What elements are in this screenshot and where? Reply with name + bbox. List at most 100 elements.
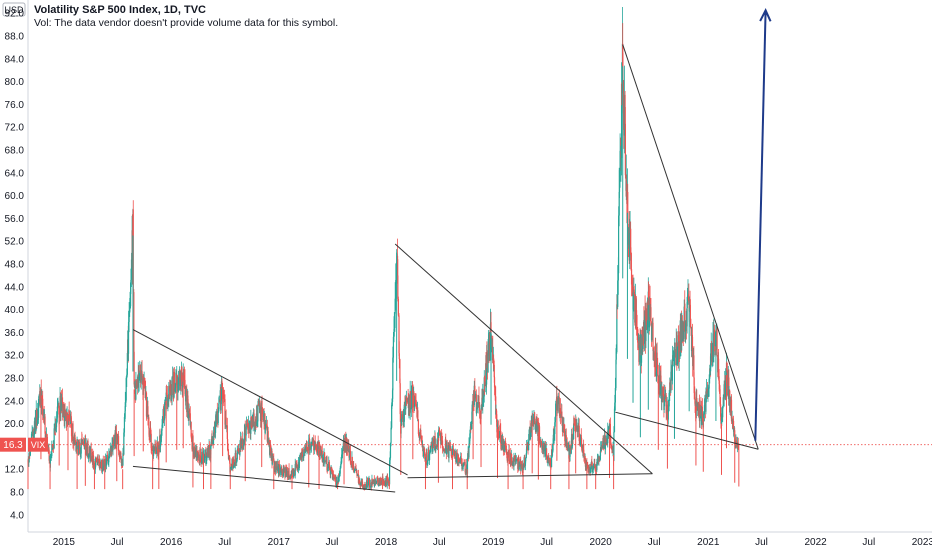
candle-body (219, 390, 222, 411)
candle-body (47, 447, 49, 451)
chart-title: Volatility S&P 500 Index, 1D, TVC (34, 4, 206, 16)
candle-body (608, 426, 610, 434)
candle-body (455, 461, 457, 463)
candle-body (291, 469, 293, 474)
candle-body (466, 457, 469, 474)
candle-body (187, 402, 189, 419)
candle-body (318, 441, 320, 447)
candle-body (50, 456, 52, 457)
candle-body (596, 464, 598, 471)
candle-body (445, 438, 447, 444)
y-tick-label: 28.0 (5, 374, 25, 385)
candle-body (118, 455, 121, 457)
candle-body (327, 468, 329, 471)
candle-body (135, 380, 137, 400)
candle-body (446, 445, 448, 454)
candle-body (74, 434, 76, 440)
candle-body (615, 359, 617, 388)
candle-body (476, 408, 478, 413)
candle-body (720, 416, 722, 424)
candle-body (484, 385, 486, 386)
candle-body (513, 455, 515, 467)
candle-body (145, 392, 148, 417)
candle-body (159, 435, 161, 447)
candle-body (403, 404, 405, 422)
candle-body (456, 452, 458, 462)
candle-body (389, 460, 391, 485)
candle-body (607, 430, 609, 444)
candle-body (486, 352, 488, 365)
candle-body (273, 460, 275, 469)
candle-body (220, 400, 222, 411)
candle-body (471, 404, 473, 412)
candle-body (208, 444, 210, 447)
candle-body (500, 430, 502, 444)
candle-body (338, 475, 340, 478)
candle-body (45, 435, 47, 438)
x-tick-label: 2015 (53, 537, 76, 548)
candle-body (538, 426, 541, 441)
candle-body (235, 452, 237, 462)
candle-body (563, 424, 565, 432)
y-tick-label: 56.0 (5, 214, 25, 225)
candle-body (380, 477, 382, 484)
candle-body (315, 445, 317, 450)
candle-body (464, 462, 466, 472)
candle-body (190, 421, 192, 437)
candle-body (98, 458, 101, 469)
candle-body (666, 404, 669, 414)
candle-body (533, 416, 535, 424)
candle-body (81, 439, 83, 445)
last-price-tag (0, 437, 26, 452)
candle-body (153, 451, 155, 453)
candle-body (594, 466, 596, 468)
candle-body (633, 289, 635, 295)
candle-body (309, 448, 311, 451)
candle-body (310, 445, 313, 447)
candle-body (95, 457, 97, 459)
candle-body (566, 445, 569, 451)
candle-body (603, 442, 605, 449)
series-layer: 16.3 VIX (0, 7, 932, 491)
candle-body (73, 434, 76, 446)
candle-body (185, 389, 187, 402)
candle-body (590, 467, 592, 473)
candle-body (165, 392, 168, 394)
candle-body (505, 445, 507, 454)
candle-body (429, 451, 432, 453)
candle-body (528, 440, 530, 451)
candle-body (578, 425, 580, 442)
candle-body (130, 282, 132, 307)
trendline (394, 243, 653, 475)
candle-body (159, 441, 162, 447)
candle-body (401, 414, 404, 417)
candle-body (707, 390, 709, 392)
candle-body (504, 441, 506, 452)
candle-body (340, 462, 342, 465)
candle-body (437, 432, 440, 443)
candle-body (655, 345, 657, 373)
candle-body (496, 422, 498, 433)
candle-body (730, 399, 733, 422)
candle-body (229, 467, 232, 470)
candle-body (494, 387, 496, 397)
candle-body (693, 377, 695, 394)
candle-body (406, 399, 408, 402)
candle-body (172, 376, 174, 396)
candle-body (561, 411, 563, 423)
candle-body (70, 421, 73, 437)
candle-body (580, 438, 583, 449)
candle-body (721, 414, 723, 422)
candle-body (553, 434, 555, 439)
candle-body (141, 376, 143, 385)
candle-body (106, 454, 108, 457)
y-tick-label: 44.0 (5, 282, 25, 293)
candle-body (596, 459, 599, 465)
candle-body (313, 440, 315, 451)
candle-body (163, 407, 165, 420)
candle-body (513, 455, 516, 459)
candle-body (571, 438, 574, 447)
candle-body (354, 467, 356, 470)
